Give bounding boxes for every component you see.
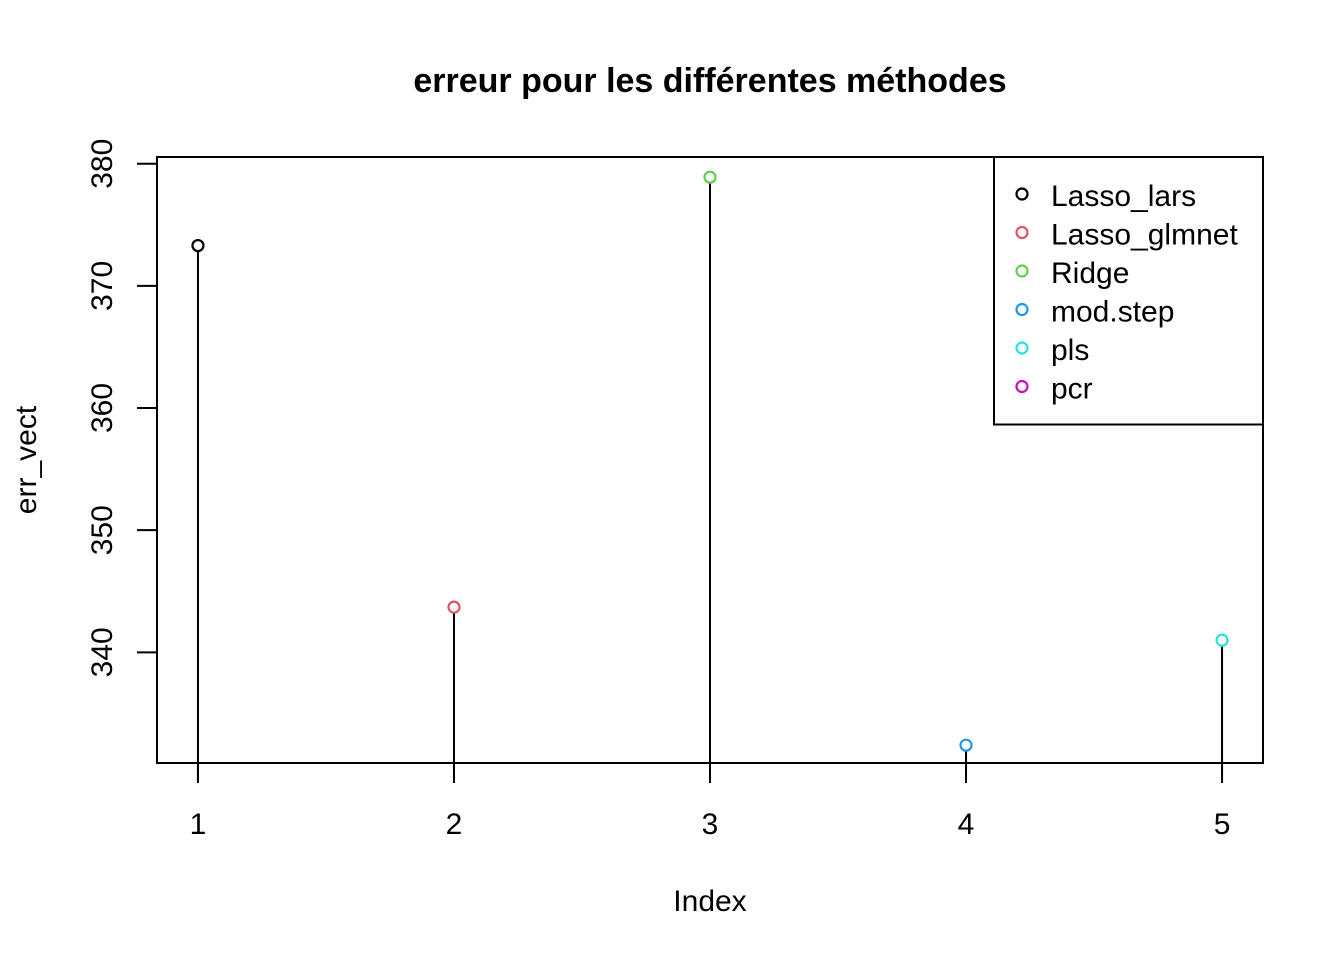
legend-entry-label: Ridge (1051, 257, 1129, 290)
legend-entry-label: mod.step (1051, 296, 1174, 329)
y-tick-label: 370 (86, 261, 119, 311)
data-point (447, 600, 461, 614)
legend-marker (1015, 225, 1029, 240)
x-tick-label: 4 (958, 808, 975, 841)
legend-marker (1015, 379, 1029, 394)
x-axis-label: Index (673, 885, 746, 918)
data-point (959, 738, 973, 752)
legend-entry-label: pcr (1051, 373, 1093, 406)
x-tick-label: 2 (446, 808, 463, 841)
y-axis: 340 350 360 370 380 (86, 139, 157, 677)
legend-marker (1015, 302, 1029, 317)
x-tick-label: 5 (1214, 808, 1231, 841)
y-tick-label: 380 (86, 139, 119, 189)
legend-entry-label: Lasso_glmnet (1051, 219, 1238, 252)
y-tick-label: 350 (86, 505, 119, 555)
legend-marker (1015, 187, 1029, 201)
legend-marker (1015, 264, 1029, 278)
x-tick-label: 1 (190, 808, 207, 841)
legend-entry-label: Lasso_lars (1051, 180, 1196, 213)
legend-box (993, 156, 1264, 426)
legend-marker (1015, 341, 1029, 355)
legend: Lasso_lars Lasso_glmnet Ridge mod.step pls pc… (993, 156, 1264, 426)
data-point (191, 238, 205, 253)
data-point (1215, 633, 1229, 647)
y-axis-label: err_vect (10, 405, 43, 514)
legend-entry-label: pls (1051, 334, 1089, 367)
data-marks (191, 170, 1229, 783)
data-point (703, 170, 717, 184)
y-tick-label: 360 (86, 383, 119, 433)
y-tick-label: 340 (86, 627, 119, 677)
x-tick-label: 3 (702, 808, 719, 841)
chart-title: erreur pour les différentes méthodes (413, 62, 1006, 100)
